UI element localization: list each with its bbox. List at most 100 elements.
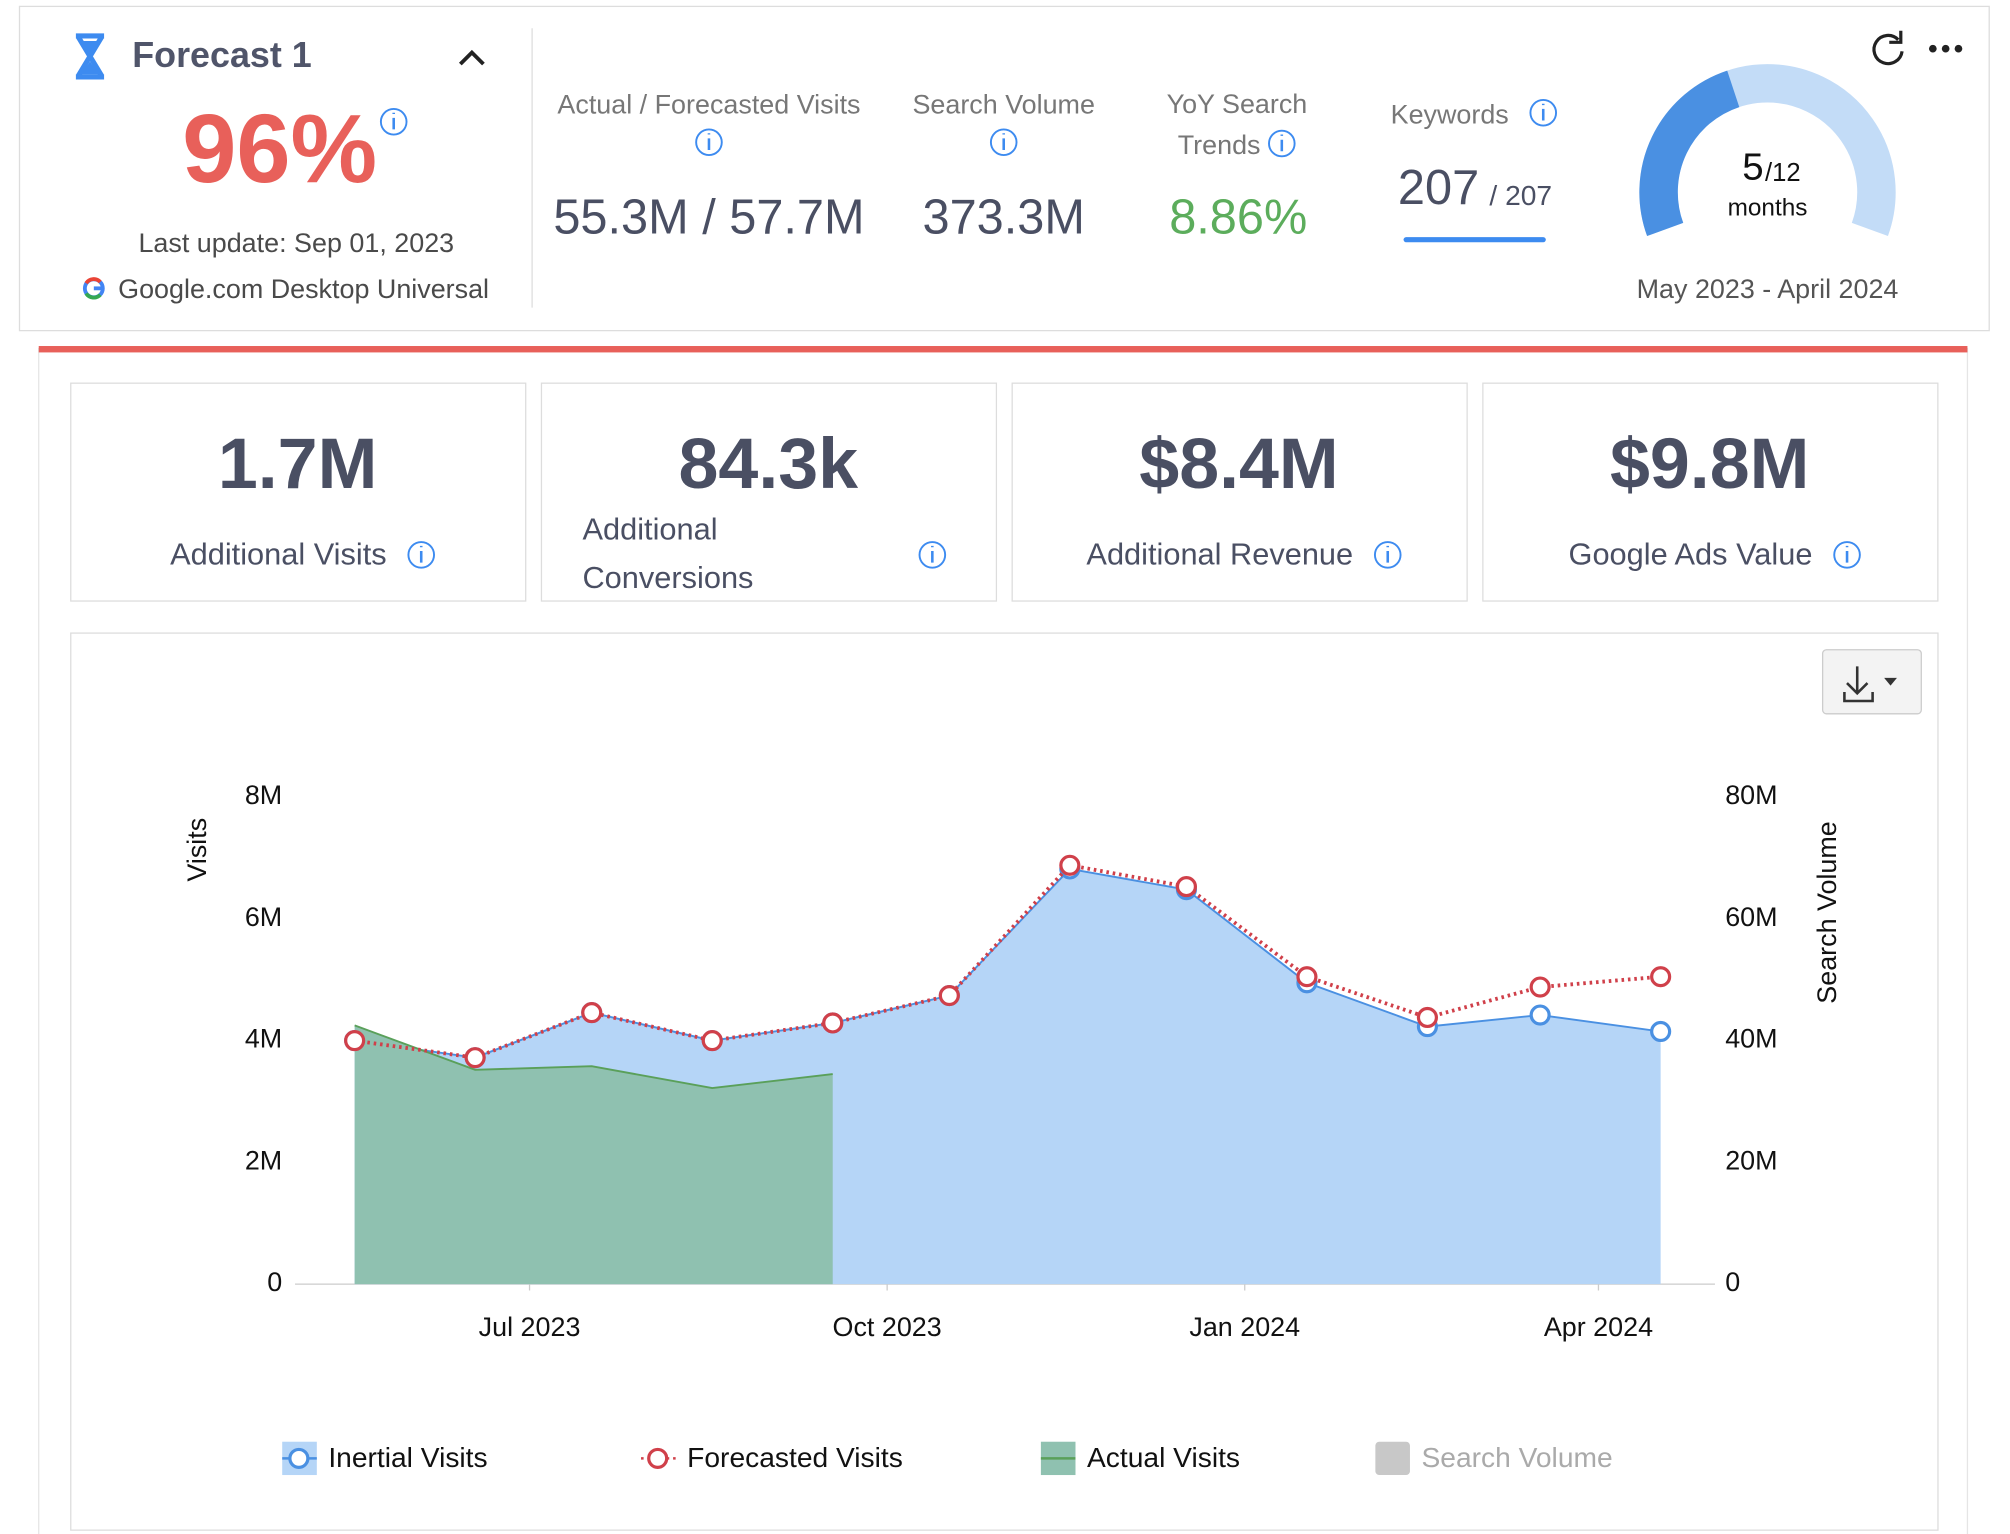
marker [701, 1030, 723, 1052]
y-tick-label: 0 [267, 1267, 282, 1297]
marker [1650, 966, 1672, 988]
info-icon[interactable] [695, 128, 723, 157]
marker [1175, 876, 1198, 898]
kpi-value: $9.8M [1610, 424, 1809, 504]
marker [1059, 854, 1081, 876]
legend-marker [288, 1447, 310, 1469]
kpi-label: Google Ads Value [1569, 536, 1813, 571]
line [354, 1024, 833, 1090]
legend-item[interactable]: Actual Visits [1040, 1441, 1240, 1476]
kpi-card [70, 382, 527, 602]
last-update: Last update: Sep 01, 2023 [138, 228, 454, 258]
marker [464, 1047, 486, 1069]
engine: Google.com Desktop Universal [118, 274, 489, 304]
kpi-label: Additional Visits [170, 536, 387, 571]
kpi-label: Additional Conversions [582, 512, 754, 596]
y2-tick-label: 60M [1725, 902, 1777, 932]
score: 96% [182, 94, 377, 203]
legend-item[interactable]: Search Volume [1375, 1441, 1613, 1476]
marker [1296, 966, 1318, 988]
info-icon[interactable] [379, 107, 408, 136]
info-circle [918, 541, 947, 569]
marker [1650, 1020, 1672, 1043]
marker [938, 984, 960, 1007]
info-icon[interactable] [1529, 98, 1558, 127]
y-tick-label: 8M [245, 780, 282, 810]
kpi-card [540, 382, 998, 602]
legend-label: Actual Visits [1087, 1441, 1240, 1473]
date-range: May 2023 - April 2024 [1637, 274, 1899, 304]
metric-value: 373.3M [923, 190, 1085, 244]
menu-button[interactable] [1928, 44, 1963, 53]
y-axis-title: Visits [182, 818, 212, 882]
download-button[interactable] [1821, 649, 1922, 715]
info-icon[interactable] [989, 128, 1018, 157]
y-tick-label: 2M [245, 1145, 282, 1175]
marker [1529, 976, 1551, 998]
legend-label: Forecasted Visits [687, 1441, 903, 1473]
keywords-label: Keywords [1391, 100, 1509, 130]
gauge [1639, 64, 1896, 237]
x-tick-label: Oct 2023 [833, 1312, 942, 1342]
y-tick-label: 6M [245, 902, 282, 932]
gauge-value: 5 [1742, 145, 1763, 188]
gauge-unit: months [1728, 194, 1808, 221]
legend-label: Inertial Visits [328, 1441, 487, 1473]
metric-label-box: YoY Search Trends [1166, 89, 1308, 161]
keywords-value: 207 [1398, 161, 1479, 215]
info-icon[interactable] [1833, 541, 1861, 569]
google-logo [82, 277, 105, 300]
collapse-button[interactable] [458, 49, 485, 66]
kpi-label: Additional Revenue [1086, 536, 1353, 571]
legend-item[interactable]: Forecasted Visits [641, 1441, 903, 1473]
gauge-fill [1639, 70, 1740, 237]
info-icon[interactable] [918, 541, 947, 569]
accent-line [38, 346, 1968, 353]
area [354, 1025, 833, 1285]
metric-label: Actual / Forecasted Visits [557, 89, 860, 119]
info-icon[interactable] [1268, 129, 1296, 158]
legend-label: Search Volume [1421, 1441, 1612, 1473]
y2-tick-label: 80M [1725, 780, 1777, 810]
kpi-label-box: Additional Conversions [582, 512, 754, 596]
info-circle [407, 541, 436, 569]
marker [344, 1030, 366, 1052]
y2-tick-label: 20M [1725, 1145, 1777, 1175]
gauge-max: /12 [1765, 159, 1801, 187]
x-tick-label: Apr 2024 [1544, 1312, 1653, 1342]
hourglass-icon [75, 33, 105, 80]
y2-tick-label: 40M [1725, 1024, 1777, 1054]
forecast-title: Forecast 1 [132, 35, 311, 75]
y2-axis-title: Search Volume [1812, 821, 1842, 1003]
x-tick-label: Jul 2023 [479, 1312, 581, 1342]
kpi-value: 1.7M [218, 424, 378, 504]
info-circle [1373, 541, 1402, 569]
hourglass-fill [81, 41, 99, 75]
keywords-bar [1403, 237, 1546, 243]
metric-label: Search Volume [912, 89, 1094, 119]
metric-value: 55.3M / 57.7M [553, 190, 864, 244]
info-icon[interactable] [407, 541, 436, 569]
legend-item[interactable]: Inertial Visits [282, 1441, 488, 1476]
kpi-card [1482, 382, 1939, 602]
kpi-card [1011, 382, 1468, 602]
marker [581, 1002, 603, 1024]
kpi-value: 84.3k [679, 424, 859, 504]
y2-tick-label: 0 [1725, 1267, 1740, 1297]
legend-swatch [1375, 1441, 1410, 1476]
legend-marker [647, 1447, 669, 1469]
marker [822, 1012, 844, 1034]
kpi-value: $8.4M [1139, 424, 1338, 504]
info-circle [1833, 541, 1861, 569]
refresh-button[interactable] [1872, 30, 1904, 66]
y-tick-label: 4M [245, 1024, 282, 1054]
keywords-total: / 207 [1489, 179, 1552, 211]
marker [1529, 1004, 1551, 1026]
metric-value: 8.86% [1169, 190, 1307, 244]
x-tick-label: Jan 2024 [1189, 1312, 1300, 1342]
line [354, 863, 1661, 1060]
metric-label: YoY Search Trends [1166, 89, 1308, 161]
marker [1416, 1006, 1438, 1029]
info-icon[interactable] [1373, 541, 1402, 569]
